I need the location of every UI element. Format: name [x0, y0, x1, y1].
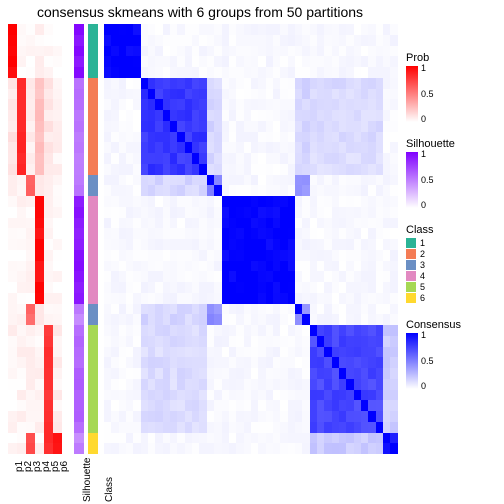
xlabel-p6: p6: [59, 461, 70, 472]
prob-tick: 0: [421, 115, 426, 124]
sil-tick: 1: [421, 150, 426, 159]
class-swatch-5: 5: [406, 282, 498, 292]
probability-columns: [8, 24, 62, 454]
class-swatch-2: 2: [406, 249, 498, 259]
prob-col-p1: [8, 24, 17, 454]
legend-prob: Prob 1 0.5 0: [406, 52, 498, 122]
cons-tick: 0.5: [421, 357, 434, 366]
consensus-heatmap: [104, 24, 398, 454]
sil-colorbar: [406, 152, 418, 208]
prob-col-p5: [44, 24, 53, 454]
class-swatch-1: 1: [406, 238, 498, 248]
legend-prob-title: Prob: [406, 52, 498, 64]
class-swatch-3: 3: [406, 260, 498, 270]
prob-col-p4: [35, 24, 44, 454]
prob-colorbar: [406, 66, 418, 122]
cons-colorbar: [406, 333, 418, 389]
plot-area: [8, 24, 398, 454]
sil-tick: 0.5: [421, 176, 434, 185]
class-swatch-4: 4: [406, 271, 498, 281]
class-swatch-6: 6: [406, 293, 498, 303]
legend-consensus: Consensus 1 0.5 0: [406, 319, 498, 389]
cons-tick: 0: [421, 382, 426, 391]
prob-col-p3: [26, 24, 35, 454]
legends: Prob 1 0.5 0 Silhouette 1 0.5 0 Class 12…: [406, 52, 498, 405]
sil-tick: 0: [421, 201, 426, 210]
xlabel-silhouette: Silhouette: [82, 458, 93, 502]
legend-silhouette: Silhouette 1 0.5 0: [406, 138, 498, 208]
legend-sil-title: Silhouette: [406, 138, 498, 150]
x-axis-labels: p1p2p3p4p5p6SilhouetteClass: [8, 456, 398, 502]
class-column: [88, 24, 98, 454]
prob-col-p6: [53, 24, 62, 454]
prob-tick: 0.5: [421, 90, 434, 99]
legend-cons-title: Consensus: [406, 319, 498, 331]
silhouette-column: [74, 24, 84, 454]
prob-col-p2: [17, 24, 26, 454]
legend-class: Class 123456: [406, 224, 498, 303]
legend-class-title: Class: [406, 224, 498, 236]
xlabel-class: Class: [104, 477, 115, 502]
prob-tick: 1: [421, 64, 426, 73]
chart-title: consensus skmeans with 6 groups from 50 …: [0, 4, 400, 20]
cons-tick: 1: [421, 331, 426, 340]
